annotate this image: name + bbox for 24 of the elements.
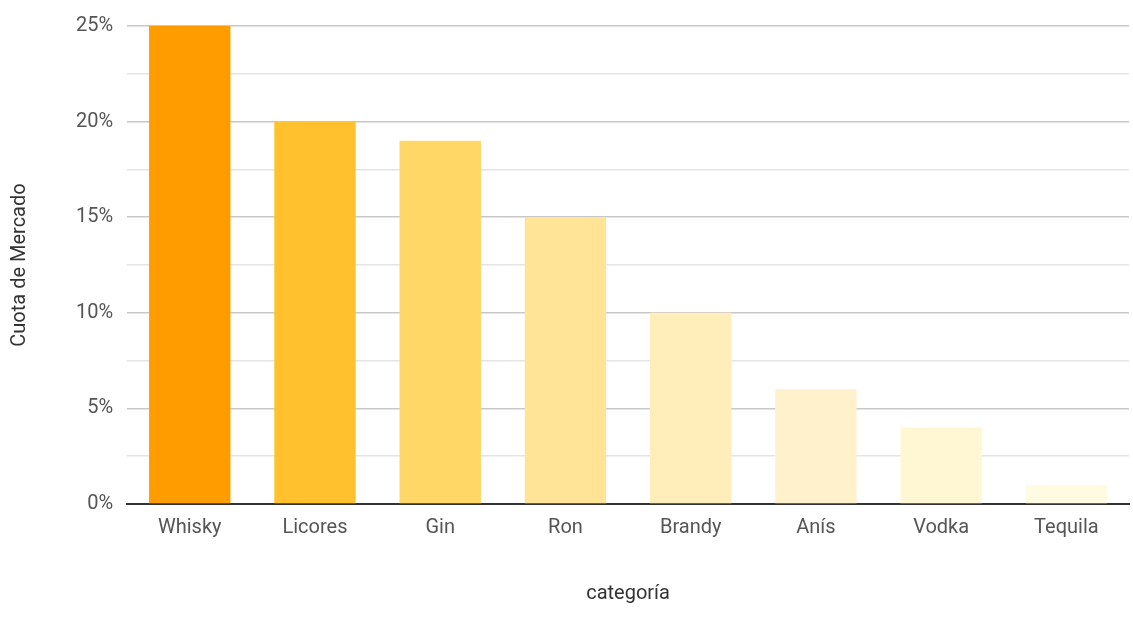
y-tick-label: 10% xyxy=(75,298,114,323)
bar xyxy=(775,389,857,504)
x-tick-label: Brandy xyxy=(659,514,722,538)
x-tick-label: Vodka xyxy=(913,514,970,538)
y-tick-label: 0% xyxy=(87,490,114,514)
y-tick-label: 5% xyxy=(87,394,114,419)
bar xyxy=(149,26,231,504)
bar xyxy=(900,427,982,504)
bar xyxy=(274,121,356,504)
x-tick-label: Tequila xyxy=(1034,514,1099,538)
bar xyxy=(649,312,732,504)
x-tick-label: Licores xyxy=(282,514,348,538)
y-tick-label: 20% xyxy=(75,107,114,132)
bar xyxy=(524,217,607,504)
x-tick-label: Gin xyxy=(425,514,455,538)
x-tick-label: Anís xyxy=(796,514,836,538)
y-axis-title: Cuota de Mercado xyxy=(6,183,30,347)
x-tick-label: Ron xyxy=(548,514,583,538)
bar xyxy=(399,140,481,504)
x-tick-label: Whisky xyxy=(157,514,223,538)
y-tick-label: 25% xyxy=(75,12,114,36)
y-tick-label: 15% xyxy=(75,203,114,228)
bar xyxy=(1025,484,1108,504)
x-axis-title: categoría xyxy=(586,580,670,604)
